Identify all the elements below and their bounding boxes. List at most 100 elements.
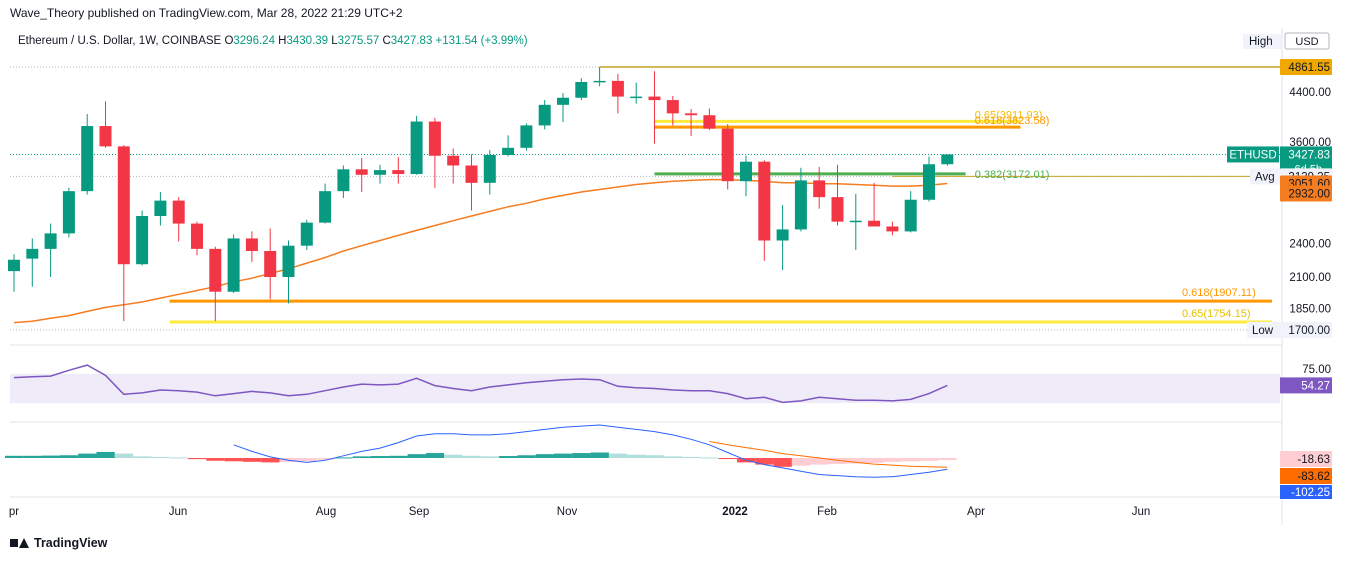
candle-body — [721, 128, 734, 182]
candle — [520, 123, 533, 151]
macd-histogram-bar — [334, 457, 353, 459]
time-axis-label: Apr — [967, 506, 985, 518]
open-label: O — [224, 35, 234, 47]
fib-label-0618-upper: 0.618(3823.58) — [975, 115, 1050, 127]
macd-histogram-bar — [554, 453, 573, 458]
candle — [337, 165, 350, 199]
candle-body — [904, 199, 917, 232]
low-label-bg — [1247, 321, 1280, 338]
brand-name: TradingView — [34, 536, 108, 550]
candle-body — [740, 161, 752, 182]
avg-label: Avg — [1255, 171, 1275, 183]
macd-histogram-bar — [188, 458, 207, 460]
high-label: High — [1249, 36, 1273, 48]
candle — [502, 135, 515, 157]
macd-histogram-bar — [96, 451, 115, 458]
high-value: 3430.39 — [286, 35, 329, 47]
symbol-info: Ethereum / U.S. Dollar, 1W, COINBASE O32… — [18, 35, 528, 47]
macd-histogram-bar — [938, 458, 957, 461]
candle — [44, 223, 57, 277]
macd-histogram-bar — [828, 458, 847, 465]
low-value: 3275.57 — [337, 35, 380, 47]
macd-histogram-bar — [59, 455, 79, 458]
macd-histogram-bar — [663, 456, 683, 458]
current-price-value: 3427.83 — [1288, 149, 1330, 161]
candle — [136, 210, 149, 266]
candle — [172, 197, 185, 242]
candle — [209, 246, 222, 322]
macd-histogram-bar — [407, 454, 426, 458]
macd-histogram-bar — [242, 458, 262, 462]
candle — [154, 191, 167, 226]
candle — [428, 117, 441, 188]
candle-body — [557, 97, 569, 105]
time-axis-label: Jun — [169, 506, 188, 518]
macd-histogram-bar — [480, 456, 500, 458]
low-value-tag-bg — [1280, 321, 1332, 338]
candle — [374, 164, 386, 184]
macd-histogram-bar — [718, 458, 737, 460]
macd-histogram-bar — [5, 455, 24, 458]
candle — [557, 93, 569, 123]
candle — [849, 193, 862, 250]
macd-histogram-bar — [444, 454, 463, 458]
candle-body — [502, 147, 515, 156]
symbol-name[interactable]: Ethereum / U.S. Dollar, 1W, COINBASE — [18, 35, 222, 47]
candle — [575, 78, 588, 101]
candle — [26, 238, 39, 287]
macd-signal-value-tag: -83.62 — [1297, 471, 1330, 483]
candle — [447, 148, 460, 184]
candle-body — [136, 216, 149, 265]
macd-line-value-bg — [1280, 485, 1332, 499]
candle — [886, 221, 899, 236]
macd-histogram-bar — [700, 457, 719, 459]
candle — [62, 187, 75, 238]
candle-body — [794, 180, 807, 230]
macd-hist-value-tag: -18.63 — [1297, 454, 1330, 466]
candle — [117, 144, 130, 322]
macd-histogram-bar — [755, 458, 774, 465]
candle — [282, 240, 295, 304]
candle-body — [319, 191, 332, 223]
macd-histogram-bar — [810, 458, 829, 465]
candle — [776, 205, 789, 270]
open-value: 3296.24 — [233, 35, 275, 47]
avg-label-bg — [1250, 168, 1280, 185]
candle — [593, 67, 606, 87]
candle-body — [538, 104, 551, 126]
ema-value-tag-b: 2932.00 — [1288, 189, 1330, 201]
macd-histogram-bar — [572, 453, 591, 458]
tradingview-logo[interactable]: TradingView — [10, 536, 107, 550]
symbol-tag: ETHUSD — [1229, 149, 1276, 161]
rsi-line — [13, 364, 948, 404]
high-label-bg — [1243, 34, 1281, 49]
candle — [685, 109, 698, 137]
macd-histogram-bar — [499, 456, 518, 458]
fib-label-0618-lower: 0.618(1907.11) — [1182, 287, 1256, 299]
candle — [794, 167, 807, 232]
candle — [300, 219, 313, 250]
candle — [721, 124, 734, 190]
macd-histogram-bar — [114, 453, 134, 458]
candle-body — [868, 220, 881, 227]
candle — [923, 156, 935, 202]
macd-histogram-bar — [352, 456, 371, 458]
candle — [666, 96, 679, 126]
macd-histogram-bar — [846, 458, 866, 464]
candle — [355, 157, 368, 192]
candle-body — [886, 226, 899, 232]
candle — [703, 108, 716, 130]
candle-body — [264, 251, 277, 277]
time-axis-label: Jun — [1132, 506, 1151, 518]
macd-histogram-bar — [920, 458, 939, 461]
candle — [538, 100, 551, 130]
macd-histogram-bar — [389, 455, 408, 458]
macd-histogram-bar — [425, 453, 445, 458]
candle-body — [923, 164, 935, 200]
macd-line-value-tag: -102.25 — [1291, 487, 1330, 499]
low-value-tag: 1700.00 — [1288, 325, 1330, 337]
fib-label-0382: 0.382(3172.01) — [975, 169, 1050, 181]
macd-signal-value-bg — [1280, 468, 1332, 484]
candle — [941, 154, 954, 166]
